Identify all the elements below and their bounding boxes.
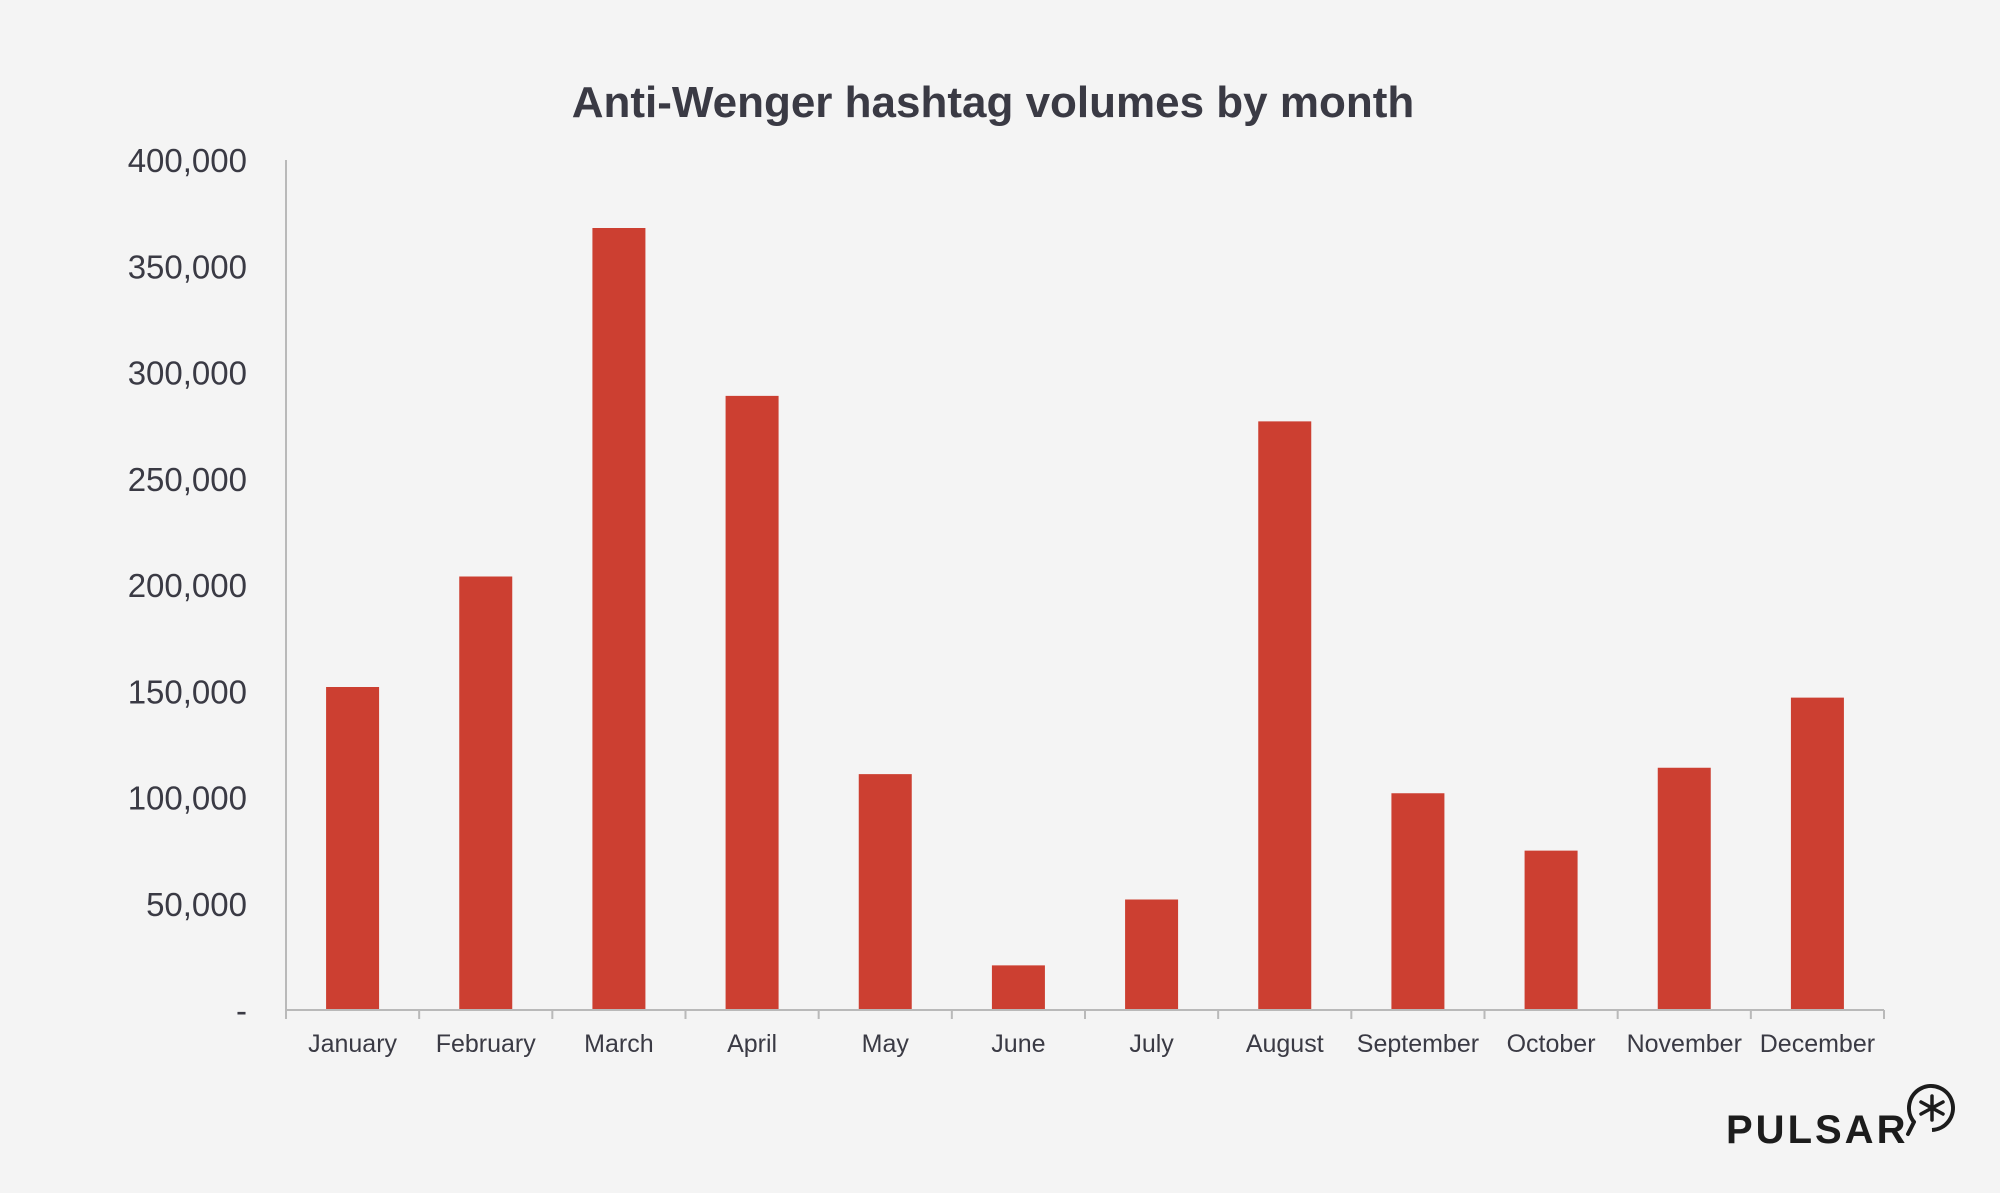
x-tick-label: June xyxy=(991,1030,1045,1058)
y-tick-label: 100,000 xyxy=(128,780,247,817)
bar-august xyxy=(1258,421,1312,1010)
axes xyxy=(285,160,1885,1019)
bar-july xyxy=(1125,899,1179,1010)
bar-october xyxy=(1524,850,1578,1010)
bar-may xyxy=(858,774,912,1010)
y-tick-label: 400,000 xyxy=(128,142,247,179)
y-tick-label: 150,000 xyxy=(128,673,247,710)
y-tick-label: - xyxy=(236,992,247,1029)
bar-april xyxy=(725,395,779,1010)
bar-june xyxy=(991,965,1045,1010)
y-tick-label: 300,000 xyxy=(128,355,247,392)
x-tick-label: October xyxy=(1507,1030,1596,1058)
chart-title: Anti-Wenger hashtag volumes by month xyxy=(572,78,1415,127)
x-tick-label: February xyxy=(436,1030,537,1058)
bar-february xyxy=(459,576,513,1010)
y-axis-ticks: - 50,000 100,000 150,000 200,000 250,000 300,0… xyxy=(128,142,247,1029)
bar-september xyxy=(1391,793,1445,1010)
x-tick-label: January xyxy=(308,1030,397,1058)
x-tick-label: September xyxy=(1357,1030,1479,1058)
bar-march xyxy=(592,228,646,1010)
x-axis-ticks: January February March April May June July Augu… xyxy=(308,1030,1875,1058)
x-tick-label: December xyxy=(1760,1030,1875,1058)
pulsar-logo: PULSAR xyxy=(1726,1084,1955,1152)
y-tick-label: 200,000 xyxy=(128,567,247,604)
bars xyxy=(326,228,1844,1010)
bar-january xyxy=(326,687,380,1010)
x-tick-label: April xyxy=(727,1030,777,1058)
bar-november xyxy=(1657,767,1711,1010)
x-tick-label: July xyxy=(1129,1030,1174,1058)
logo-text: PULSAR xyxy=(1726,1108,1908,1152)
y-tick-label: 250,000 xyxy=(128,461,247,498)
x-tick-label: March xyxy=(584,1030,653,1058)
y-tick-label: 50,000 xyxy=(146,886,247,923)
bar-december xyxy=(1790,697,1844,1010)
asterisk-badge-icon xyxy=(1906,1084,1955,1136)
y-tick-label: 350,000 xyxy=(128,248,247,285)
x-tick-label: November xyxy=(1627,1030,1742,1058)
x-tick-label: May xyxy=(862,1030,910,1058)
x-tick-label: August xyxy=(1246,1030,1324,1058)
